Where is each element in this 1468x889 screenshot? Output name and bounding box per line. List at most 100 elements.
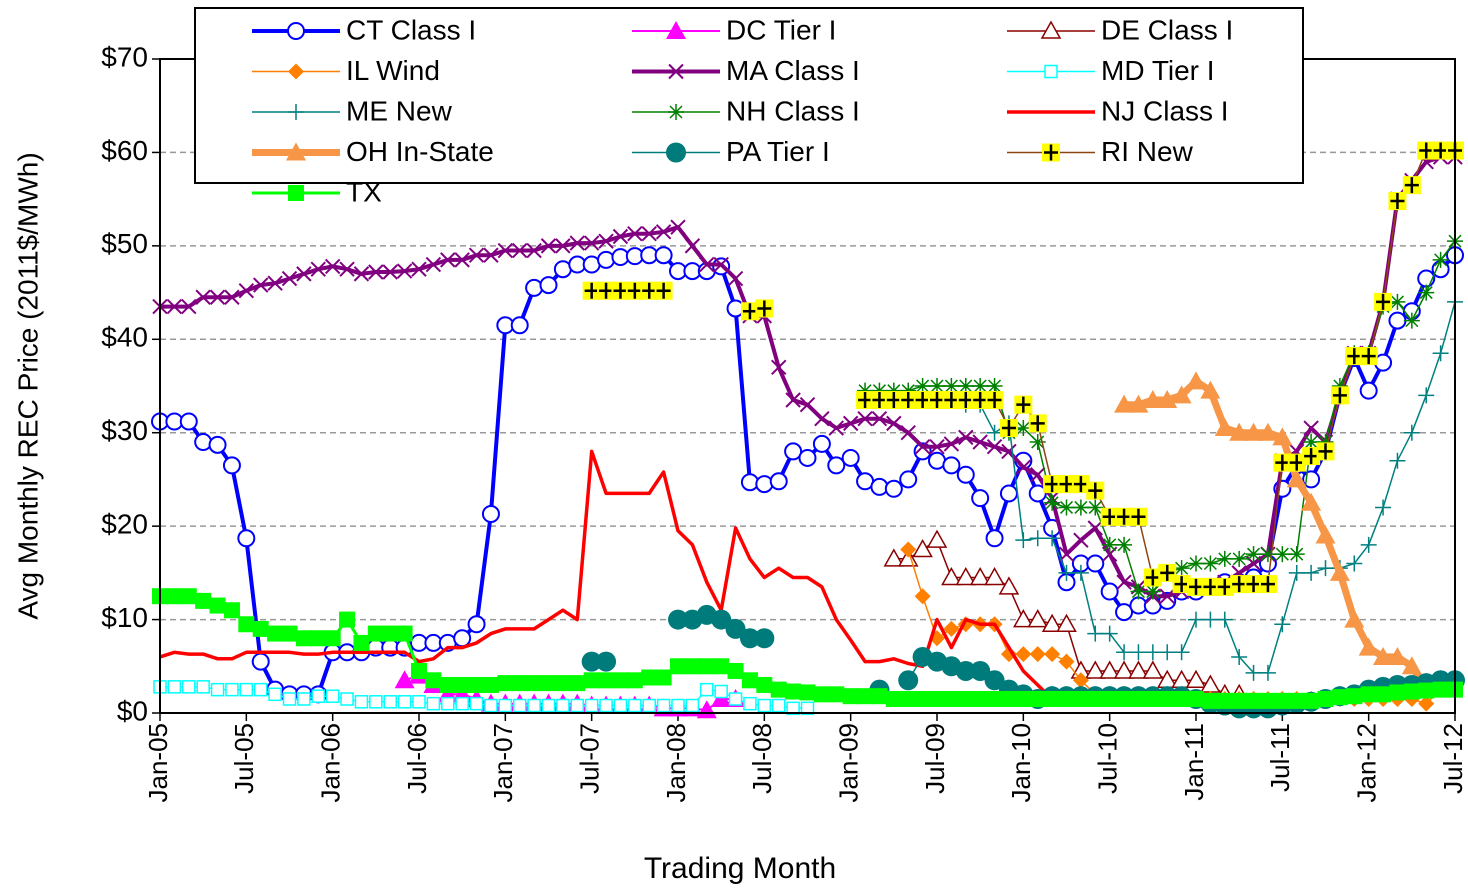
marker: [167, 680, 182, 694]
marker: [1087, 690, 1104, 707]
legend-label: IL Wind: [346, 55, 440, 86]
legend-label: RI New: [1101, 136, 1194, 167]
marker: [267, 275, 283, 291]
marker: [1129, 507, 1148, 526]
marker-plus: [1347, 348, 1362, 365]
marker: [210, 682, 225, 697]
marker: [1042, 143, 1060, 162]
marker: [943, 378, 960, 394]
legend-item: ME New: [252, 95, 453, 126]
marker-plus: [757, 300, 772, 317]
marker: [527, 698, 541, 713]
marker: [1389, 293, 1406, 310]
marker: [1029, 646, 1046, 663]
marker: [1243, 422, 1264, 441]
marker: [1099, 660, 1120, 679]
marker: [412, 695, 426, 709]
marker: [1202, 692, 1219, 709]
marker: [453, 629, 472, 648]
legend-label: DC Tier I: [726, 14, 836, 45]
marker: [484, 698, 498, 713]
marker: [1159, 588, 1175, 604]
marker: [1231, 692, 1248, 709]
marker-plus: [1174, 576, 1189, 593]
marker: [455, 696, 469, 711]
marker: [286, 142, 306, 161]
marker: [540, 238, 557, 254]
marker: [482, 676, 499, 693]
marker: [396, 263, 413, 279]
marker: [1317, 560, 1334, 577]
marker: [914, 588, 931, 605]
marker: [725, 618, 746, 639]
y-axis-title: Avg Monthly REC Price (2011$/MWh): [12, 152, 43, 619]
marker: [813, 686, 830, 703]
marker: [914, 690, 931, 707]
marker: [1301, 492, 1322, 511]
marker: [512, 698, 527, 713]
marker: [1041, 613, 1063, 632]
marker: [1331, 378, 1348, 394]
marker: [755, 299, 774, 318]
marker: [1360, 686, 1377, 703]
marker: [1303, 564, 1320, 581]
marker: [913, 391, 932, 410]
marker: [798, 448, 817, 467]
marker: [713, 658, 730, 675]
marker: [541, 698, 556, 713]
marker: [785, 392, 801, 408]
legend-box: [194, 7, 1304, 184]
marker: [1028, 414, 1047, 433]
marker: [1159, 644, 1176, 661]
marker-plus: [1260, 576, 1275, 593]
marker: [1274, 692, 1291, 709]
legend-item: OH In-State: [252, 136, 494, 167]
marker-plus: [872, 392, 887, 409]
marker: [999, 419, 1018, 438]
marker: [640, 281, 659, 300]
marker: [1288, 692, 1305, 709]
marker-plus: [1088, 482, 1103, 499]
marker: [856, 391, 875, 410]
marker: [554, 675, 571, 692]
marker: [1259, 692, 1276, 709]
marker: [1401, 656, 1422, 675]
x-tick-label: Jan-11: [1179, 723, 1209, 801]
marker: [898, 670, 919, 691]
marker: [1044, 646, 1061, 663]
marker: [1087, 499, 1104, 516]
marker: [914, 378, 931, 394]
legend-label: NH Class I: [726, 95, 860, 126]
marker-plus: [1433, 142, 1448, 159]
marker: [1231, 648, 1248, 665]
marker: [998, 576, 1020, 595]
marker: [943, 436, 960, 452]
marker: [613, 698, 628, 713]
marker: [1072, 564, 1089, 581]
marker: [956, 391, 975, 410]
marker: [1360, 536, 1377, 553]
marker: [583, 235, 600, 251]
y-tick-label: $70: [101, 41, 148, 72]
marker: [743, 696, 757, 711]
marker: [1200, 380, 1221, 399]
x-tick-label: Jul-06: [402, 723, 432, 794]
marker: [582, 281, 601, 300]
marker: [684, 238, 701, 254]
marker-plus: [1289, 454, 1304, 471]
legend-label: PA Tier I: [726, 136, 830, 167]
marker: [1142, 660, 1164, 679]
marker: [281, 625, 298, 642]
y-tick-label: $30: [101, 415, 148, 446]
marker: [1186, 371, 1206, 390]
marker: [1432, 251, 1449, 268]
marker: [612, 228, 629, 245]
marker: [310, 261, 326, 277]
legend-label: MA Class I: [726, 55, 860, 86]
marker-plus: [1059, 476, 1074, 493]
marker: [928, 391, 946, 410]
marker: [555, 238, 571, 254]
marker: [700, 682, 714, 697]
marker: [411, 662, 427, 679]
x-tick-label: Jul-08: [747, 723, 777, 794]
